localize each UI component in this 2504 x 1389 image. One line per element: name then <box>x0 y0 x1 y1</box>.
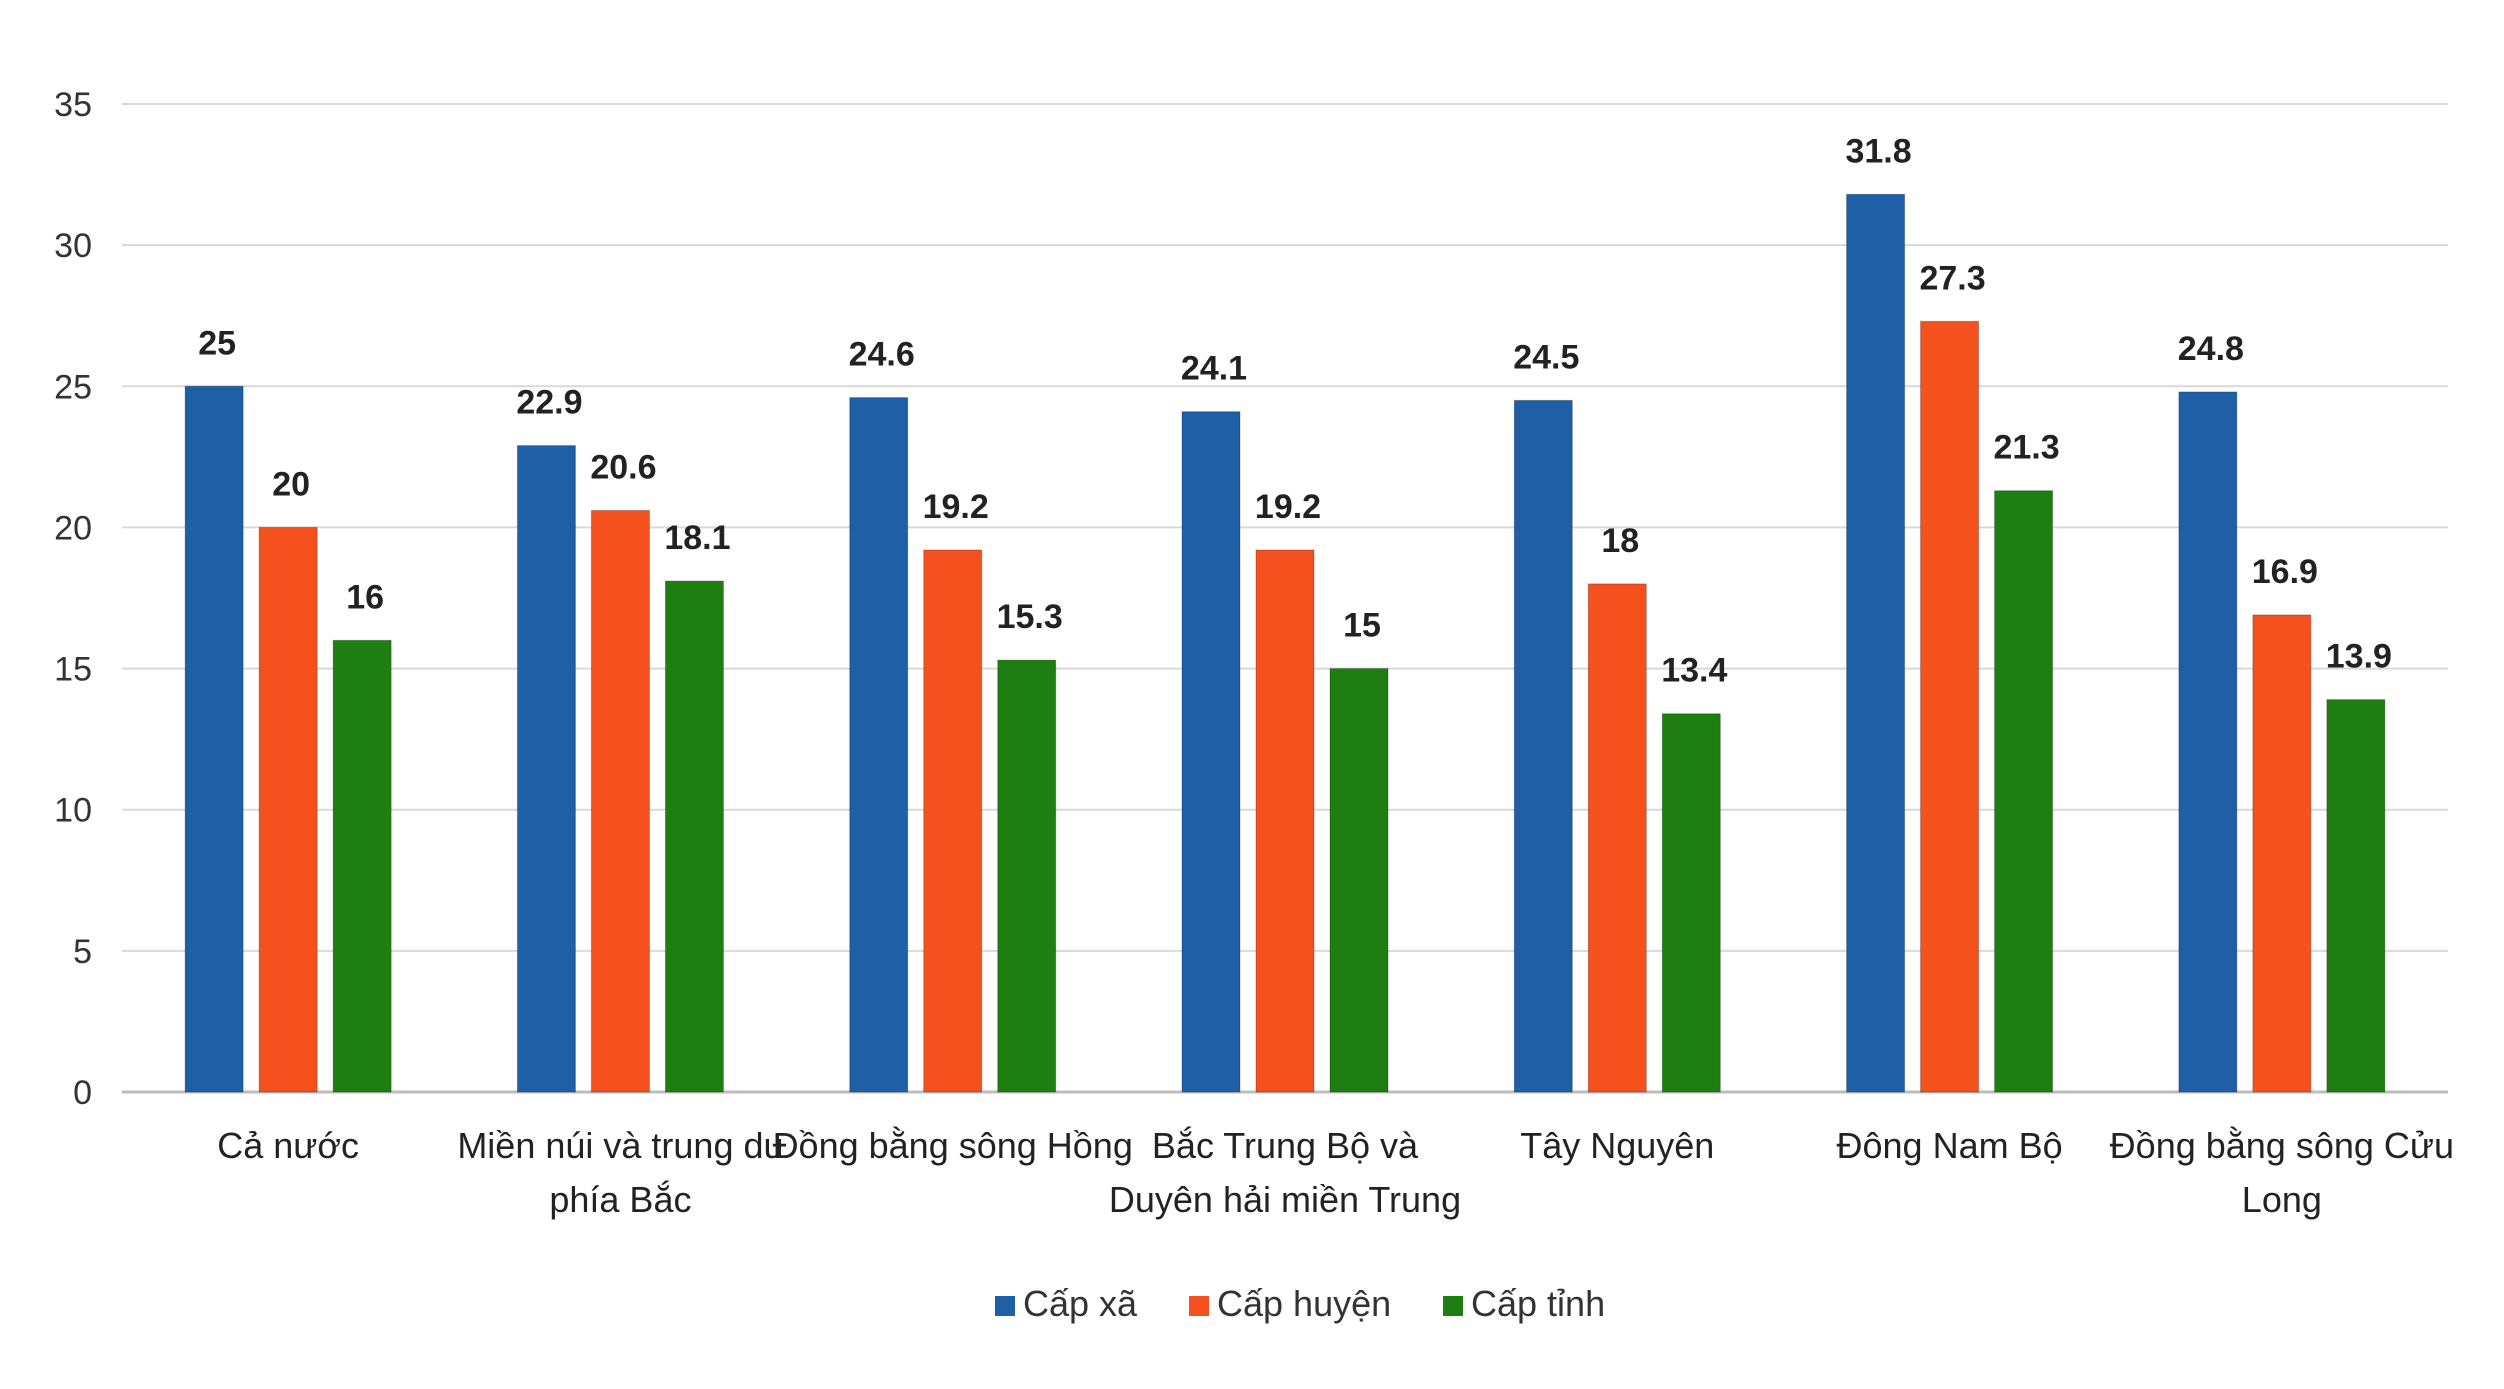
bar <box>664 580 724 1093</box>
bar <box>1994 490 2054 1093</box>
data-label: 31.8 <box>1845 132 1911 170</box>
legend-item: Cấp tỉnh <box>1443 1283 1605 1324</box>
legend-swatch <box>1189 1296 1209 1316</box>
y-tick-label: 15 <box>54 651 92 689</box>
y-tick-label: 10 <box>54 792 92 830</box>
data-label: 18.1 <box>664 519 730 557</box>
legend-item: Cấp xã <box>995 1283 1138 1324</box>
legend-swatch <box>1443 1296 1463 1316</box>
bar <box>258 526 318 1093</box>
x-tick-label: phía Bắc <box>549 1179 691 1220</box>
bar <box>2252 614 2312 1093</box>
data-label: 24.8 <box>2178 330 2244 368</box>
x-tick-label: Đồng bằng sông Cửu <box>2110 1125 2454 1166</box>
y-tick-label: 20 <box>54 509 92 547</box>
legend: Cấp xã Cấp huyện Cấp tỉnh <box>995 1283 1605 1324</box>
data-label: 13.4 <box>1661 652 1727 690</box>
gridlines <box>122 103 2448 1094</box>
data-label: 16 <box>346 578 384 616</box>
x-tick-label: Duyên hải miền Trung <box>1109 1179 1461 1220</box>
bar <box>332 639 392 1093</box>
bars <box>184 193 2386 1093</box>
bar <box>184 385 244 1093</box>
data-label: 15.3 <box>997 598 1063 636</box>
data-label: 22.9 <box>516 384 582 422</box>
y-tick-label: 30 <box>54 227 92 265</box>
x-tick-label: Cả nước <box>217 1125 359 1166</box>
bar <box>1255 549 1315 1093</box>
x-tick-label: Bắc Trung Bộ và <box>1152 1125 1419 1166</box>
legend-item: Cấp huyện <box>1189 1283 1391 1324</box>
bar <box>1181 411 1241 1093</box>
y-tick-label: 0 <box>73 1074 92 1112</box>
data-label: 27.3 <box>1919 259 1985 297</box>
y-tick-label: 5 <box>73 933 92 971</box>
x-tick-label: Tây Nguyên <box>1520 1125 1714 1166</box>
data-labels: 25 20 16 22.920.618.1 24.6 19.2 15.3 24.1 19.2 15… <box>198 132 2392 689</box>
y-tick-label: 25 <box>54 368 92 406</box>
legend-label: Cấp xã <box>1023 1283 1138 1324</box>
bar <box>1513 399 1573 1093</box>
data-label: 20 <box>272 465 310 503</box>
data-label: 16.9 <box>2252 553 2318 591</box>
x-tick-label: Đông Nam Bộ <box>1837 1125 2063 1166</box>
data-label: 19.2 <box>923 488 989 526</box>
bar <box>1587 583 1647 1093</box>
data-label: 24.6 <box>849 336 915 374</box>
data-label: 13.9 <box>2326 638 2392 676</box>
bar <box>1661 713 1721 1093</box>
legend-label: Cấp tỉnh <box>1471 1283 1605 1324</box>
bar <box>2326 699 2386 1093</box>
y-tick-label: 35 <box>54 86 92 124</box>
legend-swatch <box>995 1296 1015 1316</box>
bar <box>2178 391 2238 1093</box>
data-label: 21.3 <box>1993 429 2059 467</box>
x-tick-label: Đồng bằng sông Hồng <box>773 1125 1133 1166</box>
data-label: 15 <box>1343 607 1381 645</box>
bar <box>516 445 576 1093</box>
data-label: 24.5 <box>1513 338 1579 376</box>
data-label: 18 <box>1601 522 1639 560</box>
data-label: 19.2 <box>1255 488 1321 526</box>
bar <box>849 397 909 1093</box>
legend-label: Cấp huyện <box>1217 1283 1391 1324</box>
x-tick-label: Long <box>2242 1179 2322 1220</box>
data-label: 20.6 <box>590 448 656 486</box>
bar <box>1920 320 1980 1093</box>
bar <box>1846 193 1906 1093</box>
x-axis-ticks: Cả nước Miền núi và trung du phía Bắc Đồng … <box>217 1125 2454 1220</box>
y-axis-ticks: 0 5 10 15 20 25 30 35 <box>54 86 92 1112</box>
bar <box>923 549 983 1093</box>
bar <box>997 659 1057 1093</box>
bar <box>1329 668 1389 1093</box>
x-tick-label: Miền núi và trung du <box>457 1125 783 1166</box>
data-label: 24.1 <box>1181 350 1247 388</box>
data-label: 25 <box>198 324 236 362</box>
bar <box>590 509 650 1093</box>
